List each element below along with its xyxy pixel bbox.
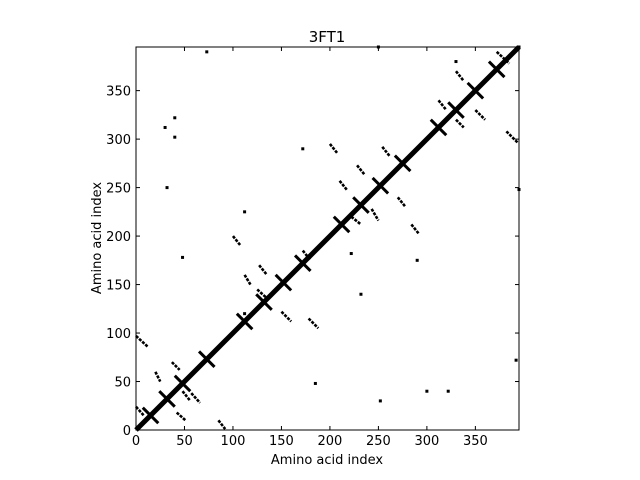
- contact-segment: [474, 109, 486, 121]
- x-tick-label: 150: [269, 434, 294, 449]
- contact-segment: [328, 143, 339, 155]
- contact-point: [425, 389, 429, 393]
- contact-point: [517, 188, 521, 192]
- contact-point: [163, 125, 167, 129]
- contact-segment: [307, 317, 320, 330]
- contact-segment: [175, 411, 187, 422]
- contact-segment: [410, 223, 421, 235]
- helix-cross-mark: [158, 390, 176, 408]
- x-tick-label: 300: [414, 434, 439, 449]
- contact-marks: [134, 45, 521, 432]
- contact-segment: [135, 405, 145, 417]
- helix-cross-mark: [487, 60, 506, 79]
- y-tick-label: 100: [106, 327, 131, 342]
- contact-point: [165, 186, 169, 190]
- contact-segment: [258, 264, 268, 276]
- contact-segment: [170, 361, 181, 371]
- helix-cross-mark: [371, 176, 390, 195]
- contact-point: [205, 50, 209, 54]
- helix-cross-mark: [447, 101, 465, 119]
- contact-point: [359, 292, 363, 296]
- contact-point: [446, 389, 450, 393]
- contact-segment: [437, 99, 448, 111]
- helix-cross-mark: [466, 81, 485, 100]
- contact-segment: [381, 146, 392, 158]
- y-tick-label: 150: [106, 279, 131, 294]
- helix-cross-mark: [173, 374, 192, 393]
- contact-segment: [455, 118, 465, 129]
- contact-segment: [505, 130, 519, 144]
- helix-cross-mark: [235, 312, 254, 331]
- y-axis-label: Amino acid index: [90, 182, 105, 294]
- contact-point: [301, 147, 305, 151]
- plot-area: [134, 45, 521, 432]
- contact-point: [514, 358, 518, 362]
- y-tick-label: 250: [106, 182, 131, 197]
- contact-segment: [301, 249, 312, 262]
- y-tick-label: 350: [106, 85, 131, 100]
- contact-segment: [280, 310, 293, 323]
- contact-segment: [356, 164, 366, 176]
- contact-segment: [217, 419, 227, 430]
- helix-cross-mark: [197, 350, 216, 369]
- contact-segment: [338, 179, 349, 192]
- y-tick-label: 300: [106, 133, 131, 148]
- contact-point: [313, 381, 317, 385]
- x-tick-label: 350: [463, 434, 488, 449]
- contact-point: [517, 45, 521, 49]
- contact-segment: [231, 235, 242, 247]
- contact-point: [415, 258, 419, 262]
- helix-cross-mark: [255, 293, 273, 311]
- contact-point: [243, 312, 247, 316]
- contact-segment: [243, 274, 252, 286]
- chart-title: 3FT1: [309, 28, 346, 46]
- x-tick-label: 250: [366, 434, 391, 449]
- helix-cross-mark: [393, 154, 412, 173]
- x-tick-label: 200: [318, 434, 343, 449]
- contact-point: [181, 255, 185, 259]
- contact-segment: [396, 196, 407, 208]
- contact-segment: [190, 392, 201, 404]
- contact-segment: [370, 208, 380, 222]
- x-tick-label: 100: [221, 434, 246, 449]
- contact-segment: [256, 288, 269, 301]
- contact-point: [454, 60, 458, 64]
- contact-segment: [495, 50, 511, 65]
- helix-cross-mark: [274, 273, 293, 292]
- contact-point: [349, 252, 353, 256]
- x-tick-label: 0: [132, 434, 140, 449]
- contact-point: [243, 210, 247, 214]
- contact-point: [378, 399, 382, 403]
- contact-segment: [454, 70, 465, 82]
- contact-segment: [135, 334, 149, 348]
- x-tick-label: 50: [176, 434, 193, 449]
- contact-segment: [350, 215, 362, 226]
- helix-cross-mark: [141, 406, 160, 425]
- y-tick-label: 0: [123, 424, 131, 439]
- contact-segment: [154, 371, 162, 383]
- x-axis-label: Amino acid index: [271, 453, 383, 468]
- contact-segment: [181, 390, 192, 402]
- helix-cross-mark: [332, 215, 351, 234]
- helix-cross-mark: [429, 118, 448, 137]
- helix-cross-mark: [352, 196, 370, 214]
- y-tick-label: 200: [106, 230, 131, 245]
- y-axis-ticks: 0 50 100 150 200 250 300 350: [106, 85, 519, 439]
- contact-point: [173, 135, 177, 139]
- y-tick-label: 50: [114, 376, 131, 391]
- contact-point: [173, 116, 177, 120]
- x-axis-ticks: 0 50 100 150 200 250 300 350: [132, 47, 488, 449]
- helix-cross-mark: [293, 254, 312, 273]
